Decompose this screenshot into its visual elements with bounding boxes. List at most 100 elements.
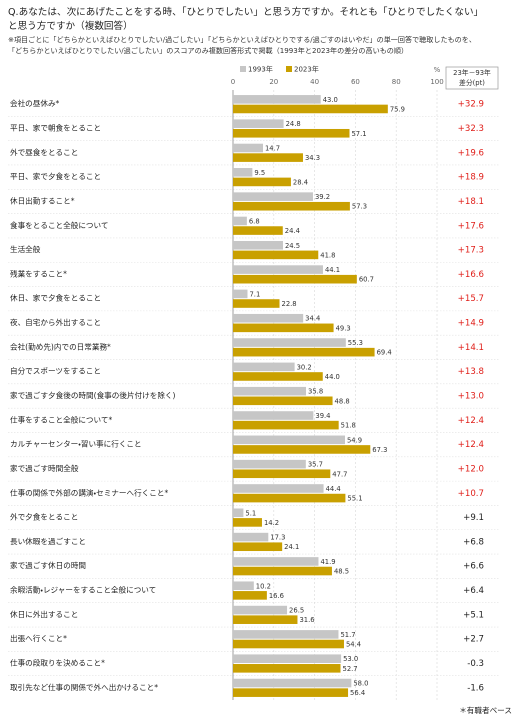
bar — [233, 411, 314, 420]
value-label: 24.5 — [285, 242, 300, 250]
bar — [233, 605, 288, 615]
category-label: 会社(勤め先)内での日常業務* — [10, 341, 111, 351]
bar — [233, 566, 332, 576]
bar — [233, 420, 339, 430]
note-line: 「どちらかといえばひとりでしたい/過ごしたい」のスコアのみ複数回答形式で掲載（1… — [8, 46, 408, 55]
diff-label: +14.1 — [458, 343, 484, 353]
bar — [233, 299, 280, 308]
value-label: 9.5 — [254, 169, 265, 177]
legend-label: 2023年 — [294, 65, 319, 74]
value-label: 30.2 — [297, 363, 312, 371]
category-label: 休日に外出すること — [10, 609, 78, 619]
bar — [233, 445, 371, 454]
value-label: 69.4 — [377, 349, 392, 357]
diff-label: +32.9 — [458, 100, 484, 110]
diff-label: +10.7 — [458, 489, 484, 499]
value-label: 39.4 — [315, 412, 330, 420]
legend-swatch — [240, 66, 246, 72]
bar — [233, 469, 331, 479]
bar — [233, 664, 341, 673]
value-label: 35.7 — [308, 461, 323, 469]
value-label: 14.2 — [264, 519, 279, 527]
bar — [233, 338, 346, 347]
category-label: カルチャーセンター・習い事に行くこと — [10, 439, 142, 449]
bar — [233, 542, 283, 552]
value-label: 44.4 — [326, 485, 341, 493]
value-label: 55.3 — [348, 339, 363, 347]
value-label: 34.4 — [305, 315, 320, 323]
diff-header-box — [445, 66, 499, 90]
value-label: 5.1 — [245, 509, 256, 517]
bar — [233, 654, 342, 664]
diff-header: 23年－93年 — [453, 68, 491, 77]
value-label: 7.1 — [249, 290, 260, 298]
diff-label: +13.8 — [458, 367, 484, 377]
value-label: 17.3 — [270, 534, 285, 542]
bar — [233, 313, 304, 323]
value-label: 53.0 — [343, 655, 358, 663]
category-label: 家で過ごす夕食後の時間(食事の後片付けを除く) — [10, 390, 176, 400]
value-label: 75.9 — [390, 105, 405, 113]
bar — [233, 104, 388, 114]
bar — [233, 688, 349, 697]
bar — [233, 678, 352, 688]
diff-header: 差分(pt) — [459, 78, 485, 87]
value-label: 34.3 — [305, 154, 320, 162]
diff-label: +18.9 — [458, 173, 484, 183]
diff-label: -0.3 — [467, 659, 484, 669]
bar — [233, 362, 295, 372]
bar — [233, 532, 269, 542]
bar — [233, 581, 254, 591]
diff-label: +12.0 — [458, 464, 484, 474]
diff-label: +13.0 — [458, 392, 484, 402]
bar — [233, 484, 324, 493]
value-label: 43.0 — [323, 96, 338, 104]
diff-label: +6.6 — [463, 562, 484, 572]
category-label: 生活全般 — [10, 244, 41, 254]
bar — [233, 153, 303, 162]
bar — [233, 177, 291, 187]
bar — [233, 493, 346, 503]
bar — [233, 226, 283, 235]
diff-label: +18.1 — [458, 197, 484, 207]
bar — [233, 372, 323, 381]
value-label: 44.1 — [325, 266, 340, 274]
x-tick-label: 20 — [269, 78, 278, 86]
diff-label: +17.3 — [458, 246, 484, 256]
value-label: 41.8 — [320, 251, 335, 259]
x-tick-label: 40 — [310, 78, 319, 86]
x-tick-label: 100 — [430, 78, 443, 86]
value-label: 24.1 — [284, 543, 299, 551]
bar — [233, 128, 350, 138]
bar — [233, 591, 267, 600]
category-label: 会社の昼休み* — [10, 98, 60, 108]
category-label: 出張へ行くこと* — [10, 633, 67, 643]
bar — [233, 630, 339, 639]
value-label: 58.0 — [353, 680, 368, 688]
bar — [233, 250, 319, 260]
value-label: 60.7 — [359, 276, 374, 284]
category-label: 仕事の関係で外部の講演・セミナーへ行くこと* — [10, 487, 168, 497]
bar — [233, 396, 333, 406]
value-label: 39.2 — [315, 193, 330, 201]
value-label: 49.3 — [336, 324, 351, 332]
category-label: 残業をすること* — [10, 268, 67, 278]
bar — [233, 323, 334, 333]
value-label: 35.8 — [308, 388, 323, 396]
title-line: と思う方ですか（複数回答） — [8, 20, 133, 32]
title-line: Q.あなたは、次にあげたことをする時、「ひとりでしたい」と思う方ですか。それとも… — [8, 6, 483, 18]
value-label: 51.8 — [341, 422, 356, 430]
diff-label: -1.6 — [467, 683, 484, 693]
value-label: 24.4 — [285, 227, 300, 235]
diff-label: +6.4 — [463, 586, 484, 596]
value-label: 10.2 — [256, 582, 271, 590]
value-label: 67.3 — [372, 446, 387, 454]
category-label: 取引先など仕事の関係で外へ出かけること* — [10, 682, 158, 692]
value-label: 57.3 — [352, 203, 367, 211]
value-label: 55.1 — [347, 495, 362, 503]
bar — [233, 192, 313, 201]
bar — [233, 386, 307, 396]
category-label: 家で過ごす時間全般 — [10, 463, 79, 473]
bar — [233, 95, 321, 104]
x-tick-label: 80 — [392, 78, 401, 86]
